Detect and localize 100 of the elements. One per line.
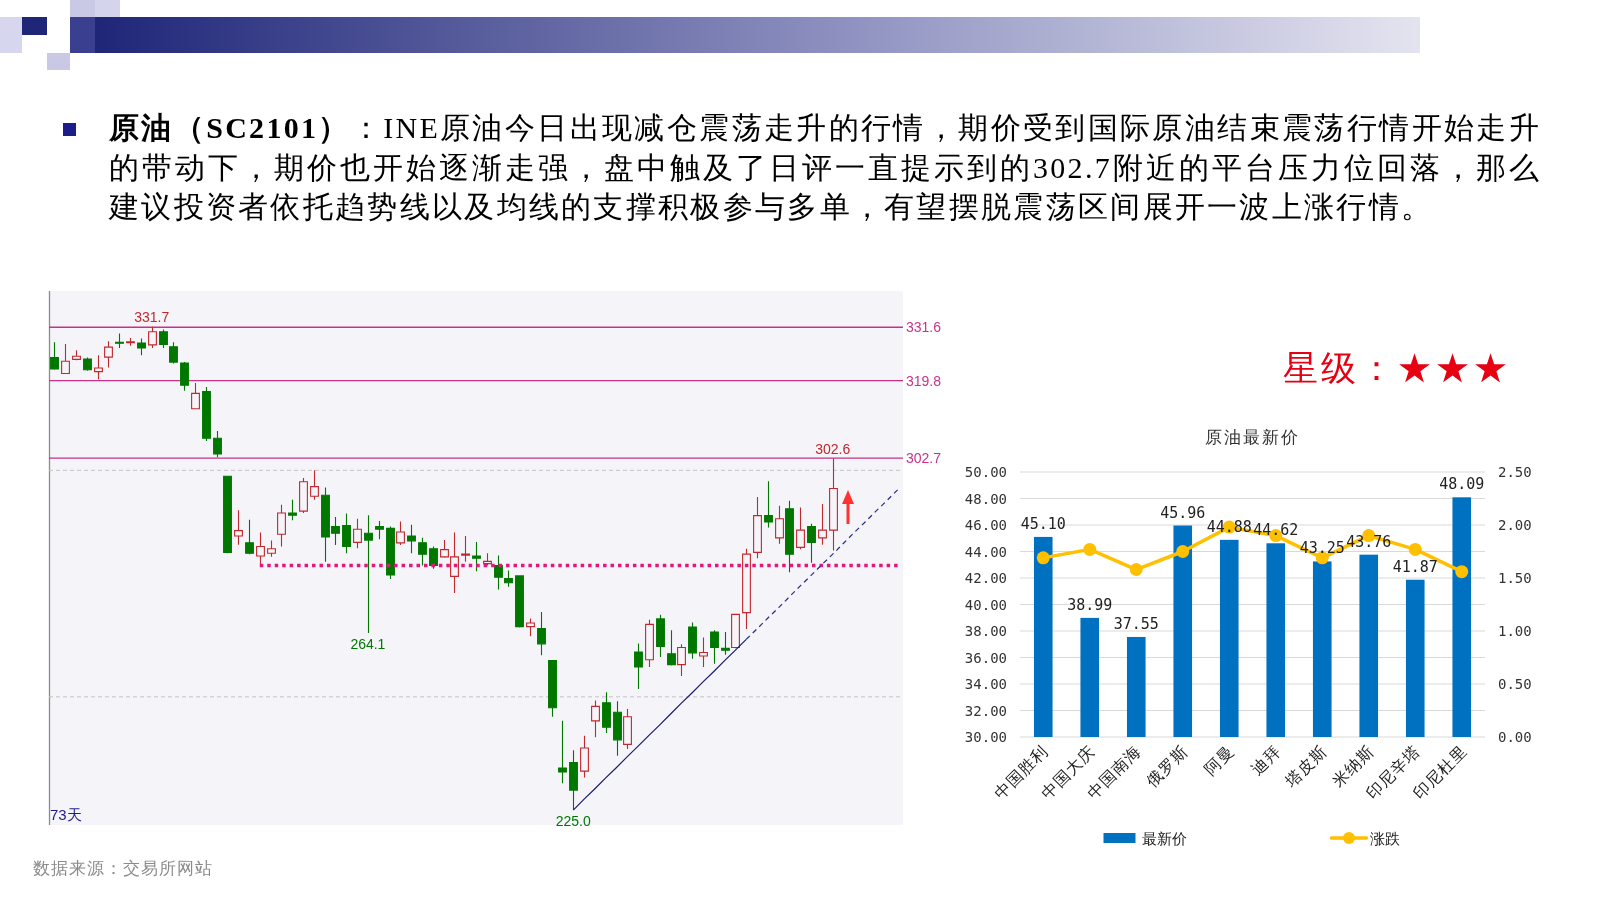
candlestick xyxy=(548,660,557,718)
candlestick xyxy=(234,509,243,546)
annotation: 331.7 xyxy=(134,308,170,325)
y-tick-label: 48.00 xyxy=(964,490,1007,507)
candlestick xyxy=(375,520,384,540)
point xyxy=(1176,545,1190,558)
y2-tick-label: 0.00 xyxy=(1498,729,1532,745)
candlestick xyxy=(159,328,168,349)
y-tick-label: 302.7 xyxy=(906,450,942,467)
candlestick xyxy=(504,569,513,588)
y2-tick-label: 1.00 xyxy=(1498,623,1532,639)
candlestick xyxy=(580,735,589,778)
candlestick xyxy=(288,499,297,521)
candlestick xyxy=(126,337,135,347)
data-label: 45.10 xyxy=(1020,514,1066,533)
candlestick xyxy=(396,520,405,546)
candlestick xyxy=(299,477,308,514)
candlestick xyxy=(764,480,773,528)
y-tick-label: 42.00 xyxy=(964,570,1007,586)
y2-tick-label: 2.50 xyxy=(1498,464,1532,480)
candlestick xyxy=(364,514,373,634)
candlestick xyxy=(386,525,395,580)
source-note: 数据来源：交易所网站 xyxy=(33,858,213,878)
candlestick xyxy=(483,552,492,567)
line-series xyxy=(745,489,899,640)
candlestick xyxy=(72,349,81,361)
y-tick-label: 38.00 xyxy=(964,623,1007,639)
candlestick xyxy=(667,629,676,667)
candlestick xyxy=(656,614,665,658)
candlestick xyxy=(223,475,232,554)
candlestick xyxy=(785,500,794,573)
candlestick xyxy=(213,430,222,458)
x-tick-label: 阿曼 xyxy=(1200,741,1239,779)
candlestick xyxy=(526,617,535,637)
candlestick xyxy=(645,619,654,668)
point xyxy=(1455,565,1469,579)
candlestick xyxy=(407,524,416,554)
candlestick xyxy=(83,357,92,372)
candlestick xyxy=(807,523,816,564)
chart-title: 原油最新价 xyxy=(1205,427,1300,447)
y-tick-label: 46.00 xyxy=(964,517,1007,533)
y2-tick-label: 0.50 xyxy=(1498,676,1532,692)
candlestick xyxy=(256,531,265,567)
annotation: 73天 xyxy=(50,806,82,823)
y-tick-label: 32.00 xyxy=(964,702,1007,719)
candlestick xyxy=(602,691,611,734)
annotation: 264.1 xyxy=(350,635,386,652)
candlestick xyxy=(137,338,146,356)
candlestick xyxy=(277,504,286,547)
y-tick-label: 40.00 xyxy=(964,596,1007,613)
candlestick xyxy=(61,343,70,374)
candlestick xyxy=(342,512,351,554)
candlestick xyxy=(472,541,481,572)
candlestick xyxy=(494,554,503,591)
candlestick xyxy=(558,720,567,784)
point xyxy=(1408,542,1422,556)
candlestick xyxy=(310,469,319,501)
candlestick xyxy=(591,699,600,738)
y-tick-label: 44.00 xyxy=(964,543,1007,560)
y-tick-label: 36.00 xyxy=(964,649,1007,666)
candlestick xyxy=(148,326,157,349)
candlestick xyxy=(515,575,524,629)
y2-tick-label: 2.00 xyxy=(1498,517,1532,533)
candlestick xyxy=(710,629,719,665)
y-tick-label: 319.8 xyxy=(906,372,942,389)
candlestick xyxy=(245,519,254,555)
candlestick xyxy=(50,341,59,371)
candlestick xyxy=(634,642,643,690)
candlestick xyxy=(202,386,211,442)
candlestick xyxy=(461,535,470,563)
y-tick-label: 30.00 xyxy=(964,729,1007,745)
candlestick xyxy=(418,537,427,567)
candlestick xyxy=(537,611,546,656)
x-tick-label: 俄罗斯 xyxy=(1142,741,1192,791)
y-tick-label: 50.00 xyxy=(964,464,1007,480)
candlestick xyxy=(169,341,178,365)
candlestick xyxy=(742,548,751,630)
candlestick xyxy=(104,340,113,369)
point xyxy=(1083,542,1097,556)
data-label: 45.96 xyxy=(1160,503,1206,522)
legend-label: 最新价 xyxy=(1141,830,1187,848)
annotation: 302.6 xyxy=(815,440,851,457)
candlestick xyxy=(267,540,276,558)
candlestick xyxy=(180,361,189,392)
candlestick xyxy=(796,506,805,550)
candlestick xyxy=(699,636,708,668)
candlestick xyxy=(818,503,827,546)
text: 星级：★★★ xyxy=(1283,348,1511,388)
candlestick xyxy=(613,700,622,757)
line-series xyxy=(572,638,747,811)
candlestick xyxy=(721,631,730,656)
y-tick-label: 331.6 xyxy=(906,319,942,336)
data-label: 38.99 xyxy=(1067,595,1113,614)
candlestick xyxy=(94,354,103,380)
candlestick xyxy=(191,382,200,410)
candlestick xyxy=(623,708,632,750)
candlestick xyxy=(829,458,838,552)
y-tick-label: 34.00 xyxy=(964,676,1007,692)
candlestick xyxy=(775,505,784,545)
candlestick xyxy=(429,545,438,570)
